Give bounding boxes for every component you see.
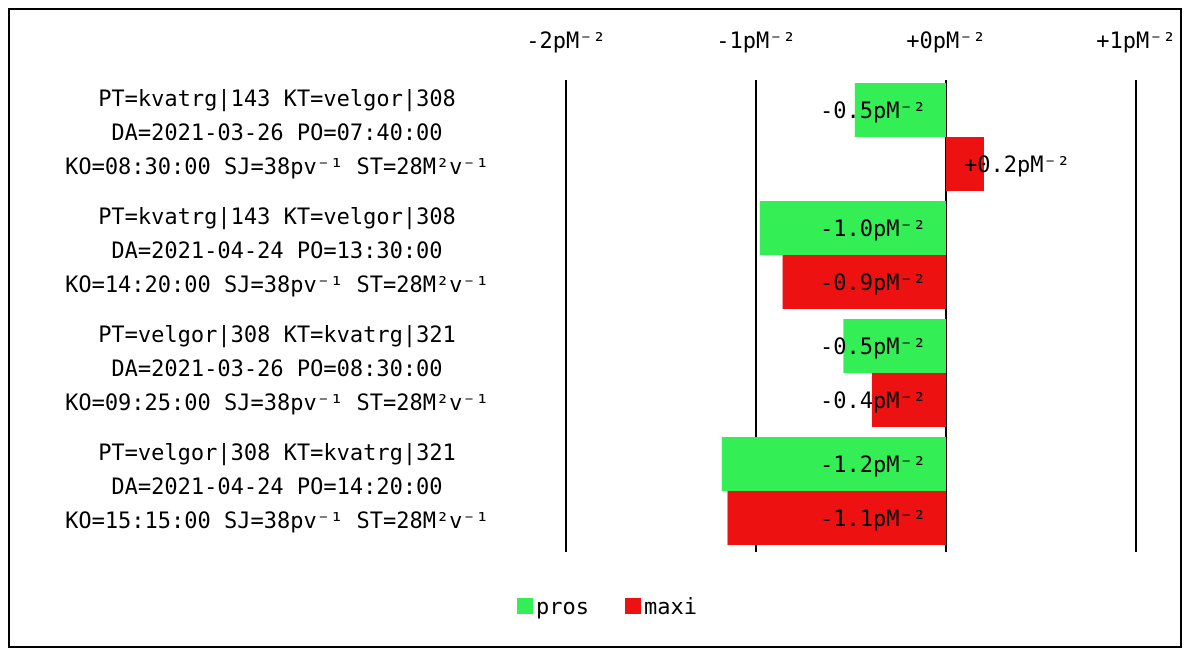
legend-swatch-pros (517, 598, 533, 614)
x-tick-label: -2pM⁻² (526, 29, 605, 54)
bar-chart: -2pM⁻² -1pM⁻² +0pM⁻² +1pM⁻² PT=kvatrg|143 K… (65, 29, 1176, 620)
x-axis-tick-labels: -2pM⁻² -1pM⁻² +0pM⁻² +1pM⁻² (526, 29, 1175, 54)
bar-pros (843, 319, 946, 373)
value-label: -0.9pM⁻² (820, 271, 926, 296)
bar-pros (854, 83, 946, 137)
category-label-line: KO=15:15:00 SJ=38pv⁻¹ ST=28M²v⁻¹ (65, 509, 489, 534)
x-tick-label: -1pM⁻² (716, 29, 795, 54)
category-label-line: DA=2021-04-24 PO=13:30:00 (111, 239, 442, 264)
category-label-line: PT=velgor|308 KT=kvatrg|321 (98, 441, 456, 466)
legend-swatch-maxi (625, 598, 641, 614)
x-tick-label: +0pM⁻² (906, 29, 985, 54)
category-label-line: KO=09:25:00 SJ=38pv⁻¹ ST=28M²v⁻¹ (65, 391, 489, 416)
category-label-line: DA=2021-04-24 PO=14:20:00 (111, 475, 442, 500)
category-label-line: PT=kvatrg|143 KT=velgor|308 (98, 205, 456, 230)
value-label: +0.2pM⁻² (964, 153, 1070, 178)
bar-maxi (871, 373, 946, 427)
bar-maxi (782, 255, 946, 309)
x-tick-label: +1pM⁻² (1096, 29, 1175, 54)
bar-pros (721, 437, 946, 491)
category-label-line: KO=14:20:00 SJ=38pv⁻¹ ST=28M²v⁻¹ (65, 273, 489, 298)
legend-label-maxi: maxi (644, 595, 697, 620)
category-label-line: PT=kvatrg|143 KT=velgor|308 (98, 87, 456, 112)
chart-frame (8, 8, 1182, 648)
legend-label-pros: pros (536, 595, 589, 620)
value-label: -1.1pM⁻² (820, 507, 926, 532)
bar-maxi (727, 491, 946, 545)
value-label: -0.5pM⁻² (820, 335, 926, 360)
value-label: -0.4pM⁻² (820, 389, 926, 414)
value-label: -1.0pM⁻² (820, 217, 926, 242)
category-label-line: PT=velgor|308 KT=kvatrg|321 (98, 323, 456, 348)
bar-pros (759, 201, 946, 255)
category-label-line: KO=08:30:00 SJ=38pv⁻¹ ST=28M²v⁻¹ (65, 155, 489, 180)
category-label-line: DA=2021-03-26 PO=07:40:00 (111, 121, 442, 146)
value-labels: -0.5pM⁻² +0.2pM⁻² -1.0pM⁻² -0.9pM⁻² -0.5pM⁻²… (820, 99, 1070, 532)
legend: pros maxi (517, 595, 697, 620)
value-label: -0.5pM⁻² (820, 99, 926, 124)
category-label-line: DA=2021-03-26 PO=08:30:00 (111, 357, 442, 382)
category-labels: PT=kvatrg|143 KT=velgor|308 DA=2021-03-26… (65, 87, 489, 534)
bars (721, 83, 984, 545)
bar-maxi (946, 137, 984, 191)
value-label: -1.2pM⁻² (820, 453, 926, 478)
